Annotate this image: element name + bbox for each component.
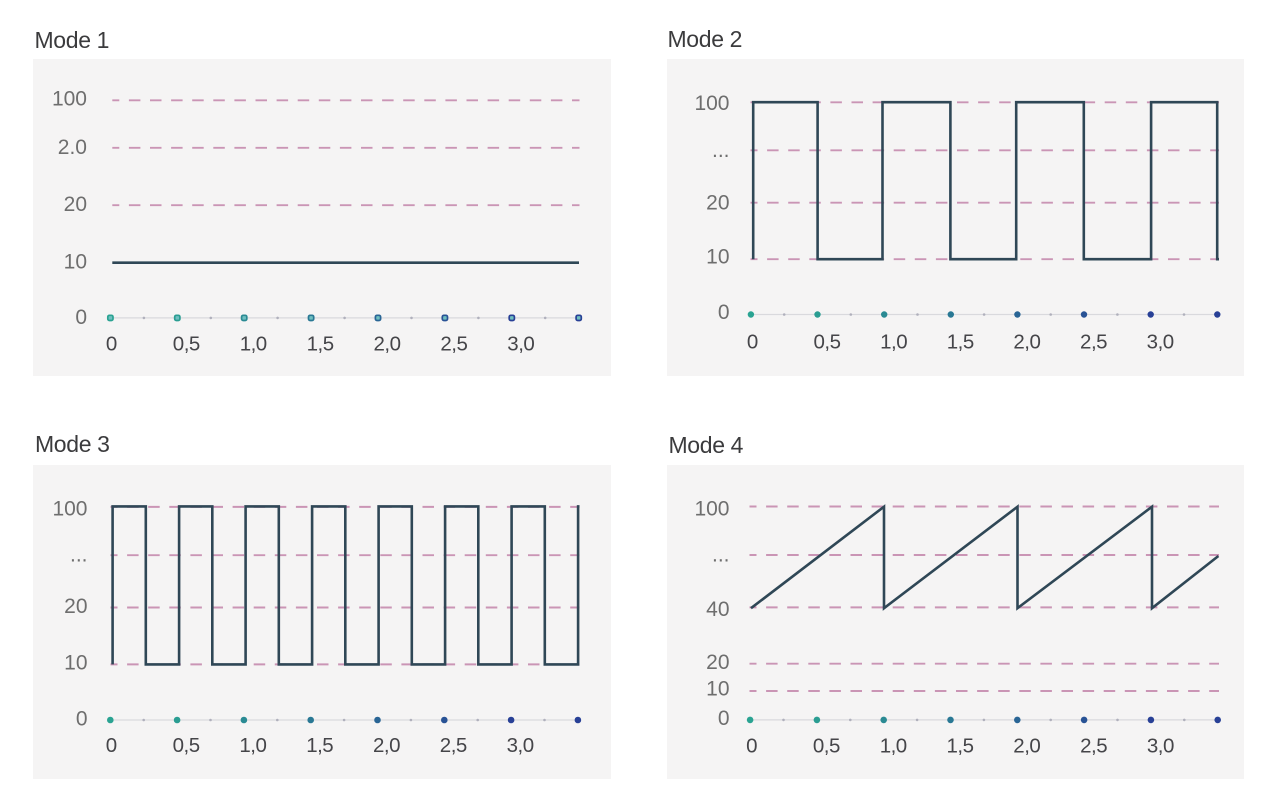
svg-text:20: 20 [706, 191, 729, 214]
svg-text:0,5: 0,5 [813, 734, 840, 757]
svg-text:100: 100 [694, 498, 729, 521]
svg-text:3,0: 3,0 [1147, 734, 1174, 757]
svg-text:1,0: 1,0 [880, 734, 907, 757]
svg-text:0: 0 [106, 333, 117, 356]
svg-text:3,0: 3,0 [507, 333, 534, 356]
svg-text:2.0: 2.0 [58, 136, 87, 159]
svg-text:20: 20 [64, 595, 87, 618]
svg-text:...: ... [70, 544, 88, 567]
svg-text:100: 100 [694, 92, 729, 115]
svg-text:10: 10 [706, 677, 729, 700]
svg-text:100: 100 [52, 87, 87, 110]
svg-text:2,5: 2,5 [1080, 734, 1107, 757]
svg-text:20: 20 [706, 651, 729, 674]
svg-text:3,0: 3,0 [507, 734, 534, 757]
svg-text:0,5: 0,5 [814, 330, 841, 353]
svg-text:1,5: 1,5 [307, 333, 334, 356]
svg-text:10: 10 [64, 250, 87, 273]
svg-text:1,5: 1,5 [947, 734, 974, 757]
svg-text:0,5: 0,5 [173, 734, 200, 757]
svg-text:2,0: 2,0 [1013, 330, 1040, 353]
svg-text:1,0: 1,0 [880, 330, 907, 353]
svg-text:0: 0 [106, 734, 117, 757]
svg-text:1,0: 1,0 [239, 734, 266, 757]
svg-text:0: 0 [746, 734, 757, 757]
svg-text:0: 0 [718, 301, 730, 324]
svg-text:...: ... [712, 139, 730, 162]
svg-text:20: 20 [64, 193, 87, 216]
svg-text:2,0: 2,0 [373, 734, 400, 757]
svg-text:2,0: 2,0 [1013, 734, 1040, 757]
svg-text:2,5: 2,5 [1080, 330, 1107, 353]
svg-text:1,0: 1,0 [240, 333, 267, 356]
svg-text:0: 0 [718, 707, 730, 730]
svg-text:0,5: 0,5 [173, 333, 200, 356]
svg-text:10: 10 [706, 246, 729, 269]
svg-text:100: 100 [52, 498, 87, 521]
svg-text:2,0: 2,0 [374, 333, 401, 356]
svg-text:1,5: 1,5 [306, 734, 333, 757]
svg-text:40: 40 [706, 598, 729, 621]
svg-text:0: 0 [747, 330, 758, 353]
svg-text:2,5: 2,5 [440, 734, 467, 757]
svg-text:0: 0 [76, 707, 88, 730]
svg-text:1,5: 1,5 [947, 330, 974, 353]
svg-text:2,5: 2,5 [440, 333, 467, 356]
svg-text:3,0: 3,0 [1147, 330, 1174, 353]
svg-text:10: 10 [64, 652, 87, 675]
svg-text:...: ... [712, 544, 730, 567]
svg-text:0: 0 [75, 306, 87, 329]
